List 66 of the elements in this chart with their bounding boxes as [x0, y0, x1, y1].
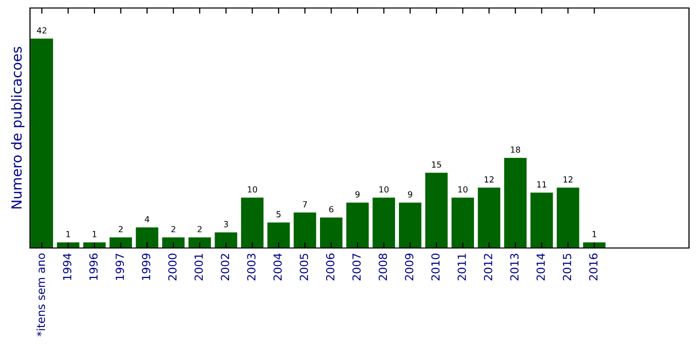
x-tick-label: 2003 [247, 254, 256, 280]
x-tick-label: 2012 [484, 254, 492, 280]
data-label: 15 [432, 161, 442, 168]
data-label: 2 [118, 226, 123, 232]
data-label: 12 [484, 176, 494, 182]
x-tick-label: 2002 [220, 254, 230, 280]
x-tick-label: 2006 [326, 254, 334, 280]
x-tick-label: 2008 [378, 254, 388, 280]
x-tick-label: 2005 [300, 254, 308, 280]
data-label: 12 [564, 176, 572, 182]
bar [83, 242, 106, 248]
bar [398, 202, 422, 248]
bar [267, 222, 290, 248]
x-tick-label: 2010 [431, 254, 440, 280]
x-tick-label: 1999 [142, 254, 150, 280]
data-label: 18 [510, 146, 520, 153]
bar [556, 188, 580, 248]
bar [136, 227, 158, 248]
bar [188, 237, 211, 248]
bar [110, 237, 132, 248]
x-tick-label: 2007 [352, 254, 361, 280]
data-label: 10 [248, 186, 258, 193]
data-label: 9 [355, 191, 360, 198]
data-label: 1 [66, 231, 70, 238]
data-label: 1 [92, 231, 96, 238]
x-tick-label: 1994 [62, 253, 72, 280]
data-label: 5 [276, 211, 281, 218]
bar [504, 158, 527, 248]
x-tick-label: 2004 [273, 253, 282, 280]
data-label: 3 [224, 221, 228, 228]
bar [478, 188, 500, 248]
x-tick-label: 2015 [562, 254, 572, 280]
data-label: 1 [592, 231, 596, 238]
bar [346, 202, 369, 248]
x-tick-label: 2001 [194, 254, 203, 280]
bar [294, 212, 316, 248]
bar [56, 242, 80, 248]
data-label: 7 [302, 201, 307, 208]
bar [372, 198, 396, 248]
x-tick-label: 2016 [589, 254, 598, 280]
data-label: 11 [537, 181, 546, 188]
data-label: 2 [198, 226, 202, 232]
x-tick-label: *itens sem ano [36, 253, 46, 336]
data-label: 4 [144, 216, 150, 222]
y-axis-title: Numero de publicacoes [11, 46, 24, 208]
bar [320, 217, 342, 248]
bar [425, 172, 448, 248]
x-tick-label: 1997 [116, 254, 124, 280]
data-label: 9 [408, 191, 412, 198]
x-tick-label: 2011 [458, 254, 466, 280]
bar [30, 38, 54, 248]
x-tick-label: 2000 [168, 254, 177, 280]
bar [452, 198, 474, 248]
data-label: 10 [379, 186, 389, 193]
data-label: 42 [36, 27, 46, 34]
data-label: 2 [171, 226, 176, 232]
x-tick-label: 2013 [510, 254, 519, 280]
bar [162, 237, 185, 248]
bar [530, 192, 553, 248]
x-tick-label: 2009 [404, 254, 414, 280]
data-label: 10 [458, 186, 468, 193]
bar [214, 232, 238, 248]
data-label: 6 [329, 206, 334, 212]
x-tick-label: 2014 [536, 253, 545, 280]
bar [241, 198, 264, 248]
x-tick-label: 1996 [89, 254, 98, 280]
